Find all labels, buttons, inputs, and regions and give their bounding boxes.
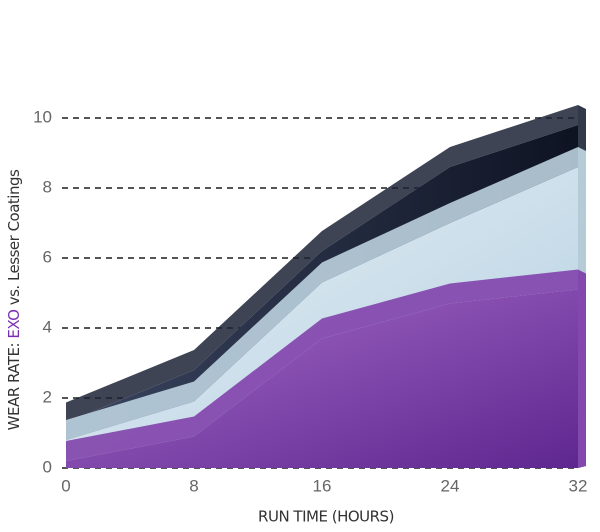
y-tick-label: 8 <box>43 177 52 196</box>
y-axis-title: WEAR RATE: EXO vs. Lesser Coatings <box>5 169 23 430</box>
y-title-part: EXO <box>5 310 23 339</box>
area <box>66 289 578 468</box>
y-tick-label: 2 <box>43 387 52 406</box>
y-tick-label: 6 <box>43 247 52 266</box>
x-tick-label: 8 <box>189 476 198 495</box>
x-axis-title: RUN TIME (HOURS) <box>258 508 394 526</box>
x-tick-label: 32 <box>569 476 588 495</box>
y-title-part: WEAR RATE: <box>5 343 23 430</box>
area-side <box>578 269 586 468</box>
x-tick-label: 24 <box>441 476 460 495</box>
y-tick-label: 4 <box>43 317 52 336</box>
x-tick-label: 16 <box>313 476 332 495</box>
area-top <box>66 269 578 461</box>
y-tick-label: 0 <box>43 457 52 476</box>
x-tick-label: 0 <box>61 476 70 495</box>
y-tick-label: 10 <box>33 107 52 126</box>
area-top <box>66 105 578 423</box>
area-top <box>66 147 578 440</box>
y-title-part: vs. Lesser Coatings <box>5 169 23 305</box>
